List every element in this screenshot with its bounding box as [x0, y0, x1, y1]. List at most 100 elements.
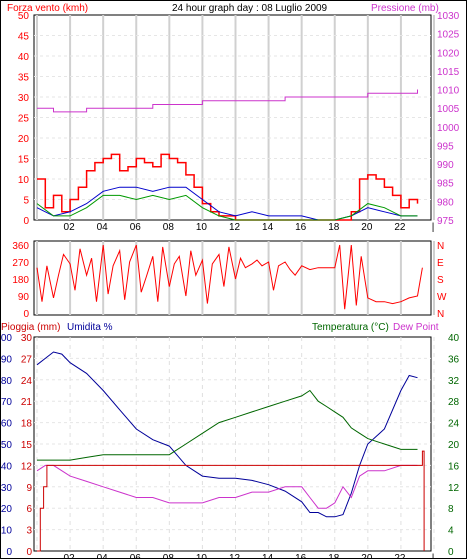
y-humidity-tick-label: 70 [1, 397, 13, 408]
wind-axis-title: Forza vento (kmh) [7, 3, 88, 14]
y-rain-tick-label: 3 [26, 526, 32, 537]
humidity-axis-title: Umidita % [67, 322, 113, 333]
x-tick-label: 04 [97, 222, 109, 233]
series-temperature-line [37, 389, 418, 461]
y-humidity-tick-label: 50 [1, 440, 13, 451]
y-temperature-tick-label: 40 [448, 333, 460, 344]
y-right-tick-label: 975 [437, 216, 454, 227]
y-left-tick-label: 180 [12, 275, 29, 286]
x-tick-label: 22 [394, 222, 406, 233]
x-tick-label: 22 [394, 553, 406, 559]
y-left-tick-label: 25 [18, 114, 30, 125]
y-humidity-tick-label: 100 [0, 333, 12, 344]
x-tick-label: 12 [229, 553, 241, 559]
y-humidity-tick-label: 60 [1, 419, 13, 430]
x-tick-label: 06 [130, 553, 142, 559]
y-rain-tick-label: 9 [26, 483, 32, 494]
y-rain-tick-label: 27 [21, 354, 33, 365]
y-rain-tick-label: 15 [21, 440, 33, 451]
chart-title: 24 hour graph day : 08 Luglio 2009 [172, 3, 328, 14]
y-temperature-tick-label: 36 [448, 354, 460, 365]
compass-label: E [437, 258, 444, 269]
wind-pressure-panel: 0510152025303540455097598098599099510001… [18, 11, 460, 233]
rain-axis-title: Pioggia (mm) [1, 322, 60, 333]
x-tick-label: 20 [361, 222, 373, 233]
y-right-tick-label: 1010 [437, 86, 460, 97]
y-left-tick-label: 0 [23, 309, 29, 320]
y-left-tick-label: 45 [18, 32, 30, 43]
series-dewpoint-line [36, 464, 418, 509]
y-rain-tick-label: 0 [26, 547, 32, 558]
series-rain-line [37, 450, 425, 552]
y-left-tick-label: 360 [12, 241, 29, 252]
y-left-tick-label: 50 [18, 11, 30, 22]
x-tick-label: 08 [163, 222, 175, 233]
y-left-tick-label: 35 [18, 73, 30, 84]
y-left-tick-label: 0 [23, 216, 29, 227]
x-tick-label: 18 [328, 553, 340, 559]
x-tick-label: 18 [328, 222, 340, 233]
series-avg-line [36, 186, 418, 221]
compass-label: N [437, 309, 444, 320]
x-tick-label: 12 [229, 222, 241, 233]
x-tick-label: 06 [130, 222, 142, 233]
y-left-tick-label: 20 [18, 134, 30, 145]
y-right-tick-label: 1015 [437, 67, 460, 78]
y-left-tick-label: 270 [12, 258, 29, 269]
y-right-tick-label: 1030 [437, 11, 460, 22]
y-right-tick-label: 980 [437, 197, 454, 208]
y-temperature-tick-label: 4 [448, 526, 454, 537]
compass-label: W [437, 292, 447, 303]
x-tick-label: 10 [196, 222, 208, 233]
y-left-tick-label: 15 [18, 155, 30, 166]
x-tick-label: 16 [295, 222, 307, 233]
x-tick-label: 14 [262, 222, 274, 233]
x-tick-label: | [432, 553, 435, 559]
y-temperature-tick-label: 24 [448, 419, 460, 430]
y-rain-tick-label: 24 [21, 376, 33, 387]
y-rain-tick-label: 12 [21, 461, 33, 472]
y-temperature-tick-label: 32 [448, 376, 460, 387]
y-rain-tick-label: 18 [21, 419, 33, 430]
y-left-tick-label: 5 [23, 196, 29, 207]
y-right-tick-label: 990 [437, 160, 454, 171]
y-rain-tick-label: 30 [21, 333, 33, 344]
y-temperature-tick-label: 20 [448, 440, 460, 451]
x-tick-label: 20 [361, 553, 373, 559]
y-left-tick-label: 30 [18, 93, 30, 104]
temperature-axis-title: Temperatura (°C) [312, 322, 389, 333]
y-temperature-tick-label: 0 [448, 547, 454, 558]
series-gust-line [37, 153, 419, 221]
y-temperature-tick-label: 8 [448, 504, 454, 515]
y-humidity-tick-label: 80 [1, 376, 13, 387]
y-right-tick-label: 1025 [437, 30, 460, 41]
y-humidity-tick-label: 30 [1, 483, 13, 494]
series-pressure-line [37, 89, 418, 113]
y-rain-tick-label: 6 [26, 504, 32, 515]
y-right-tick-label: 1020 [437, 48, 460, 59]
y-temperature-tick-label: 12 [448, 483, 460, 494]
y-humidity-tick-label: 20 [1, 504, 13, 515]
y-right-tick-label: 995 [437, 141, 454, 152]
x-tick-label: 04 [97, 553, 109, 559]
dewpoint-axis-title: Dew Point [393, 322, 439, 333]
y-temperature-tick-label: 28 [448, 397, 460, 408]
series-green-line [36, 194, 418, 221]
x-tick-label: 14 [262, 553, 274, 559]
compass-label: N [437, 241, 444, 252]
x-tick-label: | [432, 222, 435, 233]
y-left-tick-label: 40 [18, 52, 30, 63]
x-tick-label: 08 [163, 553, 175, 559]
y-humidity-tick-label: 10 [1, 526, 13, 537]
y-rain-tick-label: 21 [21, 397, 33, 408]
y-right-tick-label: 1005 [437, 104, 460, 115]
y-humidity-tick-label: 40 [1, 461, 13, 472]
y-left-tick-label: 90 [18, 292, 30, 303]
x-tick-label: 16 [295, 553, 307, 559]
y-humidity-tick-label: 90 [1, 354, 13, 365]
rain-humidity-temperature-panel: 0369121518212427300102030405060708090100… [0, 333, 460, 559]
x-tick-label: 10 [196, 553, 208, 559]
y-left-tick-label: 10 [18, 175, 30, 186]
